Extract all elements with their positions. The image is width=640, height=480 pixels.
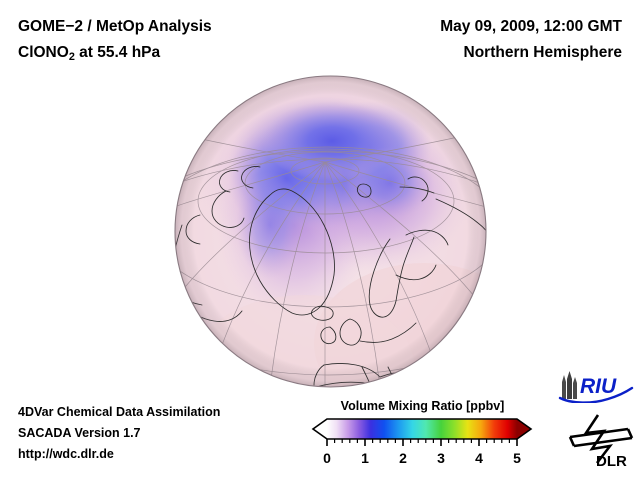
colorbar-tick-labels: 0 1 2 3 4 5 [323,450,521,466]
colorbar: Volume Mixing Ratio [ppbv] 0 1 2 3 4 5 [310,399,535,473]
colorbar-title: Volume Mixing Ratio [ppbv] [340,399,505,413]
datetime-label: May 09, 2009, 12:00 GMT [440,18,622,35]
species-subscript: 2 [68,51,75,63]
colorbar-tick-label: 5 [513,450,521,466]
colorbar-ticks [326,439,518,446]
colorbar-tick-label: 3 [437,450,445,466]
version-label: SACADA Version 1.7 [18,426,141,440]
colorbar-tick-label: 1 [361,450,369,466]
website-url[interactable]: http://wdc.dlr.de [18,447,114,461]
colorbar-tick-label: 2 [399,450,407,466]
species-prefix: ClONO [18,44,69,61]
colorbar-swatch [311,418,533,440]
species-title: ClONO2 at 55.4 hPa [18,40,212,67]
riu-tower-icon [562,371,577,399]
footer-left: 4DVar Chemical Data Assimilation SACADA … [18,402,220,465]
region-label: Northern Hemisphere [463,44,622,61]
header-right: May 09, 2009, 12:00 GMT Northern Hemisph… [440,14,622,66]
globe-outline [174,75,487,388]
globe-map [174,75,487,388]
colorbar-tick-label: 4 [475,450,483,466]
riu-wordmark: RIU [580,375,617,398]
dlr-wordmark: DLR [596,453,627,469]
header-left: GOME−2 / MetOp Analysis ClONO2 at 55.4 h… [18,14,212,67]
dlr-logo: DLR [568,414,634,469]
globe-limb-shading [175,76,486,387]
instrument-title: GOME−2 / MetOp Analysis [18,18,212,35]
colorbar-tick-label: 0 [323,450,331,466]
species-suffix: at 55.4 hPa [74,44,161,61]
riu-logo: RIU [558,371,634,403]
dlr-mark-icon [568,414,634,464]
riu-swoosh [558,386,634,403]
assimilation-label: 4DVar Chemical Data Assimilation [18,405,221,419]
